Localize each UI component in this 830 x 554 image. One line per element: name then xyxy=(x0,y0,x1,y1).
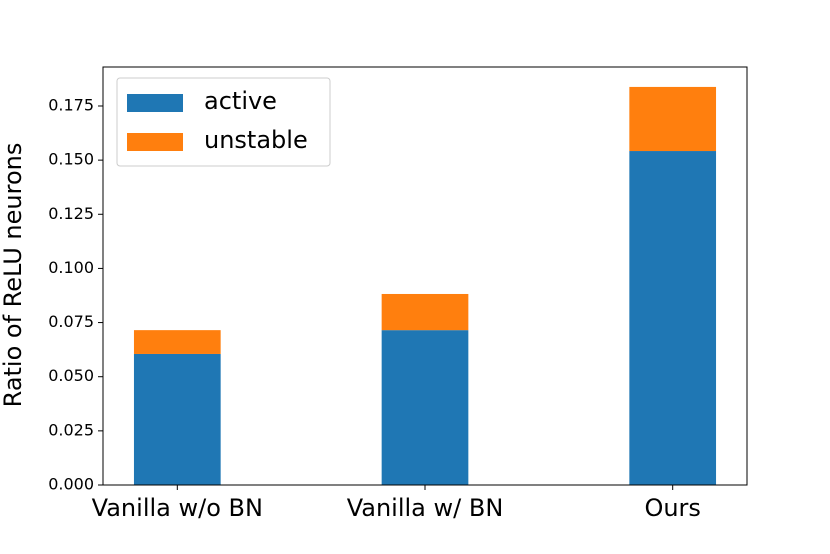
legend-swatch xyxy=(127,133,183,151)
y-tick-label: 0.050 xyxy=(48,366,94,385)
y-tick-label: 0.000 xyxy=(48,475,94,494)
y-tick-label: 0.175 xyxy=(48,95,94,114)
bar-segment xyxy=(381,330,469,485)
legend-swatch xyxy=(127,94,183,112)
x-tick-label: Vanilla w/o BN xyxy=(92,494,263,522)
bar-segment xyxy=(381,293,469,331)
y-tick-label: 0.150 xyxy=(48,150,94,169)
y-tick-label: 0.125 xyxy=(48,204,94,223)
x-tick-label: Ours xyxy=(644,494,700,522)
y-tick-label: 0.100 xyxy=(48,258,94,277)
bar-segment xyxy=(629,151,717,486)
legend-label: unstable xyxy=(204,126,308,154)
y-tick-label: 0.025 xyxy=(48,420,94,439)
bar-segment xyxy=(133,353,221,485)
plot-frame xyxy=(102,66,748,486)
y-axis-label: Ratio of ReLU neurons xyxy=(0,143,27,408)
y-tick-label: 0.075 xyxy=(48,312,94,331)
bar-segment xyxy=(133,330,221,354)
legend-label: active xyxy=(204,87,277,115)
bar-segment xyxy=(629,86,717,152)
x-tick-label: Vanilla w/ BN xyxy=(347,494,504,522)
